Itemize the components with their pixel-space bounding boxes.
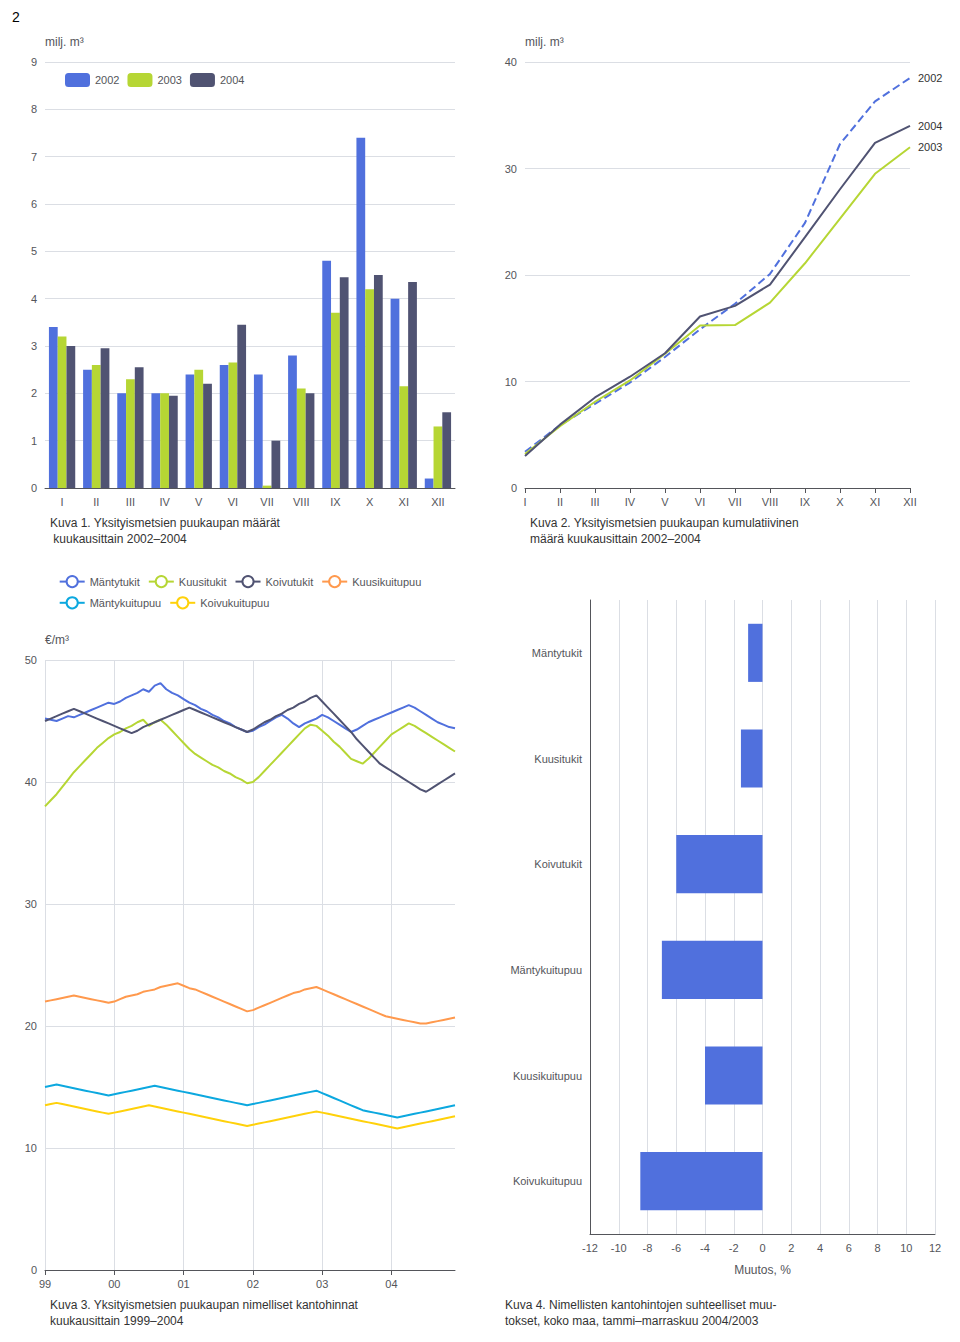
svg-text:50: 50: [25, 654, 37, 666]
svg-text:6: 6: [846, 1242, 852, 1254]
svg-text:10: 10: [25, 1142, 37, 1154]
svg-text:2003: 2003: [918, 141, 942, 153]
svg-text:12: 12: [929, 1242, 941, 1254]
svg-text:Koivutukit: Koivutukit: [266, 576, 314, 588]
svg-text:0: 0: [31, 482, 37, 494]
svg-text:X: X: [366, 496, 374, 508]
svg-text:-10: -10: [611, 1242, 627, 1254]
svg-text:Mäntykuitupuu: Mäntykuitupuu: [510, 964, 582, 976]
svg-text:30: 30: [505, 163, 517, 175]
svg-text:2002: 2002: [95, 74, 119, 86]
svg-text:-4: -4: [700, 1242, 710, 1254]
svg-text:V: V: [661, 496, 669, 508]
svg-text:IV: IV: [625, 496, 636, 508]
svg-text:03: 03: [316, 1278, 328, 1290]
svg-text:40: 40: [505, 56, 517, 68]
svg-text:Mäntytukit: Mäntytukit: [532, 647, 582, 659]
svg-text:3: 3: [31, 340, 37, 352]
svg-text:X: X: [836, 496, 844, 508]
svg-text:00: 00: [108, 1278, 120, 1290]
svg-text:02: 02: [247, 1278, 259, 1290]
svg-text:8: 8: [31, 103, 37, 115]
svg-text:IX: IX: [330, 496, 341, 508]
svg-text:5: 5: [31, 245, 37, 257]
svg-text:-2: -2: [729, 1242, 739, 1254]
svg-text:II: II: [93, 496, 99, 508]
svg-text:40: 40: [25, 776, 37, 788]
svg-text:Kuva 4. Nimellisten kantohinto: Kuva 4. Nimellisten kantohintojen suhtee…: [505, 1298, 776, 1312]
svg-text:0: 0: [759, 1242, 765, 1254]
svg-text:Kuva 2. Yksityismetsien puukau: Kuva 2. Yksityismetsien puukaupan kumula…: [530, 516, 799, 530]
svg-text:30: 30: [25, 898, 37, 910]
svg-text:10: 10: [900, 1242, 912, 1254]
svg-text:Kuva 3. Yksityismetsien puukau: Kuva 3. Yksityismetsien puukaupan nimell…: [50, 1298, 359, 1312]
svg-text:4: 4: [31, 293, 37, 305]
svg-text:6: 6: [31, 198, 37, 210]
svg-text:20: 20: [25, 1020, 37, 1032]
svg-text:III: III: [126, 496, 135, 508]
svg-text:XII: XII: [431, 496, 444, 508]
svg-text:kuukausittain 1999–2004: kuukausittain 1999–2004: [50, 1314, 184, 1328]
svg-text:Koivukuitupuu: Koivukuitupuu: [513, 1175, 582, 1187]
svg-text:VIII: VIII: [762, 496, 779, 508]
svg-text:Mäntytukit: Mäntytukit: [90, 576, 140, 588]
svg-text:VII: VII: [728, 496, 741, 508]
svg-text:2004: 2004: [918, 120, 942, 132]
svg-text:tokset, koko maa, tammi–marras: tokset, koko maa, tammi–marraskuu 2004/2…: [505, 1314, 759, 1328]
svg-text:-6: -6: [671, 1242, 681, 1254]
svg-text:VIII: VIII: [293, 496, 310, 508]
svg-text:määrä kuukausittain 2002–2004: määrä kuukausittain 2002–2004: [530, 532, 701, 546]
svg-text:milj. m³: milj. m³: [45, 35, 84, 49]
svg-text:2003: 2003: [157, 74, 181, 86]
svg-text:8: 8: [874, 1242, 880, 1254]
svg-text:€/m³: €/m³: [45, 633, 69, 647]
svg-text:-8: -8: [643, 1242, 653, 1254]
svg-text:2002: 2002: [918, 72, 942, 84]
svg-text:Muutos, %: Muutos, %: [734, 1263, 791, 1277]
svg-text:10: 10: [505, 376, 517, 388]
svg-text:I: I: [523, 496, 526, 508]
svg-text:9: 9: [31, 56, 37, 68]
svg-text:2: 2: [788, 1242, 794, 1254]
svg-text:I: I: [61, 496, 64, 508]
svg-text:V: V: [195, 496, 203, 508]
svg-text:7: 7: [31, 151, 37, 163]
svg-text:99: 99: [39, 1278, 51, 1290]
svg-text:01: 01: [177, 1278, 189, 1290]
svg-text:Kuusitukit: Kuusitukit: [179, 576, 227, 588]
svg-text:VI: VI: [695, 496, 705, 508]
svg-text:1: 1: [31, 435, 37, 447]
svg-text:VII: VII: [260, 496, 273, 508]
svg-text:4: 4: [817, 1242, 823, 1254]
svg-text:Kuusitukit: Kuusitukit: [534, 753, 582, 765]
svg-text:VI: VI: [228, 496, 238, 508]
svg-text:-12: -12: [582, 1242, 598, 1254]
svg-text:0: 0: [511, 482, 517, 494]
svg-text:20: 20: [505, 269, 517, 281]
svg-text:kuukausittain 2002–2004: kuukausittain 2002–2004: [50, 532, 187, 546]
svg-text:04: 04: [385, 1278, 397, 1290]
svg-text:2: 2: [12, 9, 20, 25]
svg-text:IX: IX: [800, 496, 811, 508]
svg-text:Koivukuitupuu: Koivukuitupuu: [200, 597, 269, 609]
svg-text:XI: XI: [399, 496, 409, 508]
svg-text:2004: 2004: [220, 74, 244, 86]
svg-text:Koivutukit: Koivutukit: [534, 858, 582, 870]
svg-text:XII: XII: [903, 496, 916, 508]
svg-text:IV: IV: [159, 496, 170, 508]
svg-text:Kuva 1. Yksityismetsien puukau: Kuva 1. Yksityismetsien puukaupan määrät: [50, 516, 281, 530]
svg-text:0: 0: [31, 1264, 37, 1276]
svg-text:Kuusikuitupuu: Kuusikuitupuu: [352, 576, 421, 588]
svg-text:III: III: [590, 496, 599, 508]
svg-text:Mäntykuitupuu: Mäntykuitupuu: [90, 597, 162, 609]
svg-text:XI: XI: [870, 496, 880, 508]
svg-text:Kuusikuitupuu: Kuusikuitupuu: [513, 1070, 582, 1082]
svg-text:2: 2: [31, 387, 37, 399]
svg-text:milj. m³: milj. m³: [525, 35, 564, 49]
svg-text:II: II: [557, 496, 563, 508]
